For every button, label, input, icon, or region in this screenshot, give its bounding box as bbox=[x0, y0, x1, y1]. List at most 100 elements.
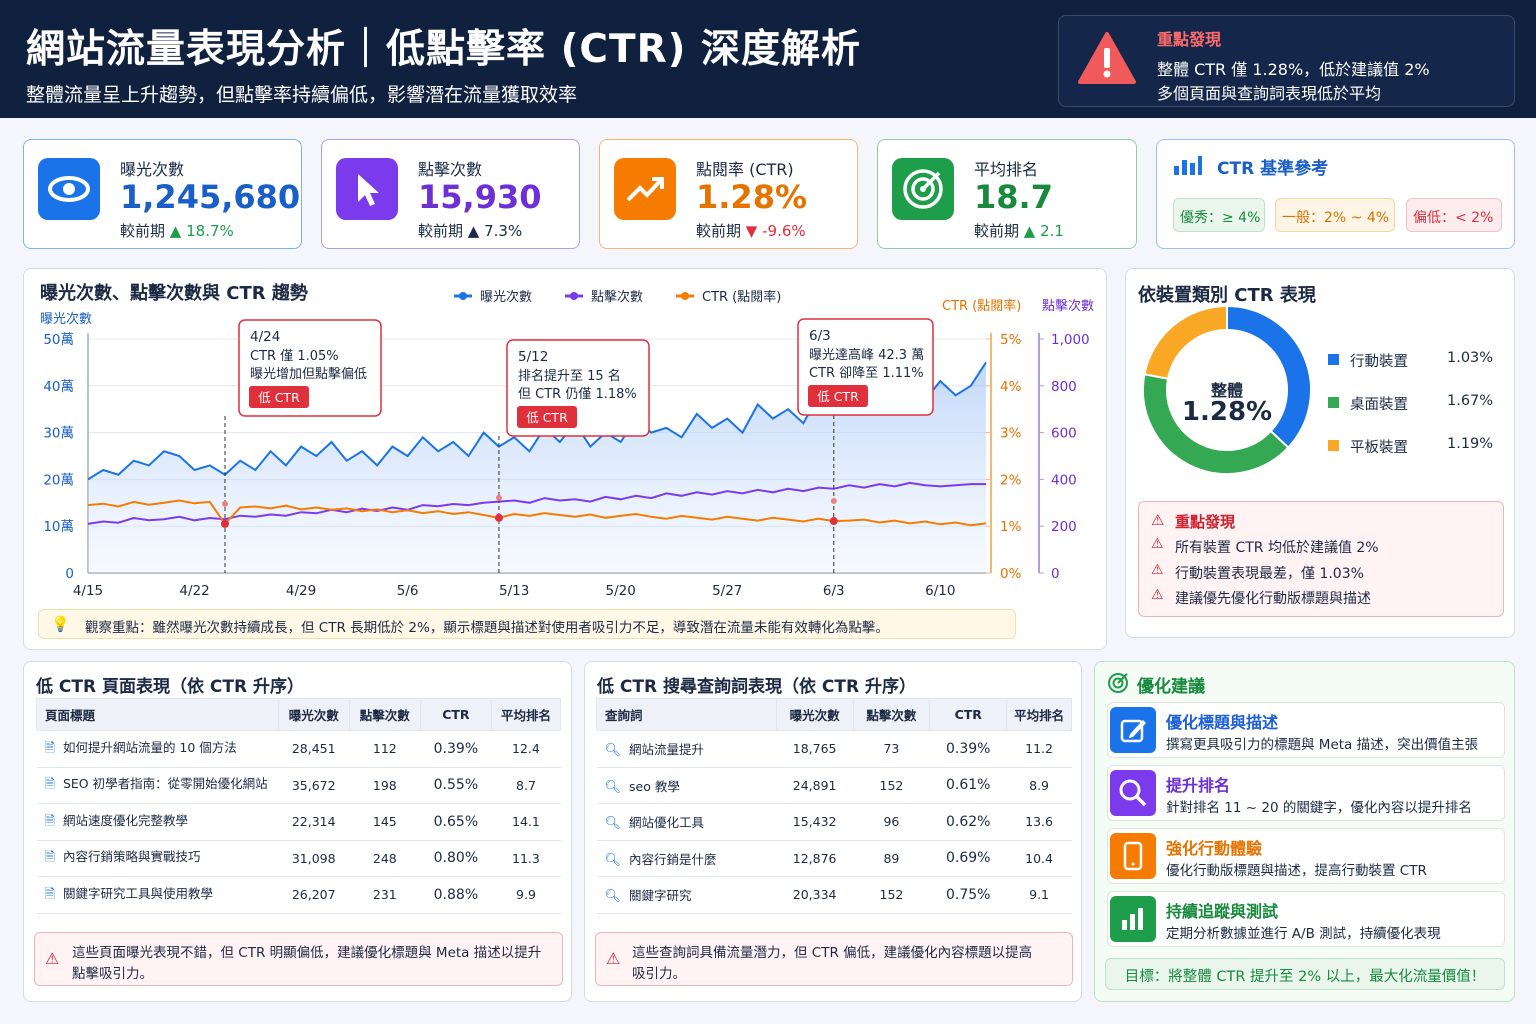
kpi-label: 點擊次數 bbox=[418, 160, 483, 179]
annotation-badge-text: 低 CTR bbox=[258, 390, 300, 405]
recommendation-title: 優化標題與描述 bbox=[1166, 713, 1279, 732]
note-text: 這些查詢詞具備流量潛力，但 CTR 偏低，建議優化內容標題以提高 bbox=[632, 945, 1033, 961]
search-icon: 🔍︎ bbox=[604, 889, 622, 905]
legend-item: 平板裝置 1.19% bbox=[1328, 435, 1498, 457]
table-row[interactable]: 🔍︎ 網站優化工具 15,432 96 0.62% 13.6 bbox=[596, 803, 1072, 841]
clicks-cell: 89 bbox=[853, 840, 930, 877]
axis-title-ctr: CTR (點閱率) bbox=[942, 298, 1021, 314]
legend-value: 1.67% bbox=[1447, 393, 1494, 409]
header-alert: 重點發現 整體 CTR 僅 1.28%，低於建議值 2% 多個頁面與查詢詞表現低… bbox=[1058, 15, 1515, 107]
target-icon bbox=[892, 158, 954, 220]
row-title-cell: 🗎 內容行銷策略與實戰技巧 bbox=[36, 840, 279, 877]
document-icon: 🗎 bbox=[44, 850, 55, 866]
legend-value: 1.19% bbox=[1447, 436, 1494, 452]
trend-note: 💡 觀察重點：雖然曝光次數持續成長，但 CTR 長期低於 2%，顯示標題與描述對… bbox=[38, 609, 1016, 639]
annotation-text: 曝光達高峰 42.3 萬 bbox=[809, 347, 924, 363]
warning-icon: ⚠ bbox=[1151, 536, 1164, 552]
kpi-card-rank: 平均排名 18.7 較前期 ▲ 2.1 bbox=[877, 139, 1137, 249]
queries-title: 低 CTR 搜尋查詢詞表現（依 CTR 升序） bbox=[597, 677, 916, 697]
y-tick-left: 0 bbox=[65, 566, 74, 582]
row-title-cell: 🔍︎ 網站流量提升 bbox=[596, 730, 777, 768]
impressions-cell: 31,098 bbox=[278, 840, 350, 877]
legend-swatch bbox=[1328, 397, 1339, 408]
ctr-cell: 0.80% bbox=[420, 840, 492, 877]
document-icon: 🗎 bbox=[44, 777, 55, 793]
alert-line: 多個頁面與查詢詞表現低於平均 bbox=[1157, 84, 1382, 103]
lightbulb-icon: 💡 bbox=[51, 615, 70, 633]
table-header-row: 查詢詞 曝光次數 點擊次數 CTR 平均排名 bbox=[596, 698, 1072, 731]
kpi-change: 較前期 ▲ 2.1 bbox=[974, 222, 1064, 240]
annotation-date: 4/24 bbox=[250, 329, 280, 345]
axis-title-clicks: 點擊次數 bbox=[1042, 298, 1094, 314]
row-title: 網站優化工具 bbox=[629, 815, 705, 831]
ctr-cell: 0.75% bbox=[929, 876, 1007, 914]
kpi-label: 平均排名 bbox=[974, 160, 1039, 179]
donut-slice bbox=[1143, 304, 1228, 380]
y-tick-left: 20萬 bbox=[43, 472, 74, 488]
bar-chart-icon bbox=[1110, 896, 1156, 942]
table-row[interactable]: 🔍︎ 關鍵字研究 20,334 152 0.75% 9.1 bbox=[596, 876, 1072, 914]
device-title: 依裝置類別 CTR 表現 bbox=[1138, 285, 1316, 306]
row-title-cell: 🗎 網站速度優化完整教學 bbox=[36, 803, 279, 841]
benchmark-mid: 一般：2% ~ 4% bbox=[1275, 198, 1395, 232]
annotation-text: CTR 僅 1.05% bbox=[250, 349, 339, 364]
recommendation-desc: 撰寫更具吸引力的標題與 Meta 描述，突出價值主張 bbox=[1166, 737, 1479, 753]
rank-cell: 14.1 bbox=[491, 803, 561, 841]
annotation-text: 但 CTR 仍僅 1.18% bbox=[518, 387, 637, 402]
pages-title: 低 CTR 頁面表現（依 CTR 升序） bbox=[36, 677, 304, 697]
page-subtitle: 整體流量呈上升趨勢，但點擊率持續偏低，影響潛在流量獲取效率 bbox=[26, 84, 578, 106]
x-tick: 6/3 bbox=[823, 583, 845, 599]
pages-panel: 低 CTR 頁面表現（依 CTR 升序） 頁面標題 曝光次數 點擊次數 CTR … bbox=[23, 661, 572, 1002]
recommendation-item: 優化標題與描述 撰寫更具吸引力的標題與 Meta 描述，突出價值主張 bbox=[1107, 702, 1505, 758]
recommendation-desc: 優化行動版標題與描述，提高行動裝置 CTR bbox=[1166, 863, 1427, 879]
legend-value: 1.03% bbox=[1447, 350, 1494, 366]
table-row[interactable]: 🗎 內容行銷策略與實戰技巧 31,098 248 0.80% 11.3 bbox=[36, 840, 561, 877]
ctr-cell: 0.62% bbox=[929, 803, 1007, 841]
table-row[interactable]: 🗎 如何提升網站流量的 10 個方法 28,451 112 0.39% 12.4 bbox=[36, 730, 561, 768]
table-row[interactable]: 🔍︎ 內容行銷是什麼 12,876 89 0.69% 10.4 bbox=[596, 840, 1072, 877]
impressions-cell: 20,334 bbox=[776, 876, 854, 914]
y-tick-left: 40萬 bbox=[43, 379, 74, 395]
clicks-line bbox=[87, 481, 986, 525]
document-icon: 🗎 bbox=[44, 740, 55, 756]
annotation-text: 曝光增加但點擊偏低 bbox=[250, 366, 367, 382]
warning-icon: ⚠ bbox=[1151, 562, 1164, 578]
table-row[interactable]: 🔍︎ seo 教學 24,891 152 0.61% 8.9 bbox=[596, 767, 1072, 804]
benchmark-low: 偏低：< 2% bbox=[1406, 198, 1502, 232]
kpi-card-clicks: 點擊次數 15,930 較前期 ▲ 7.3% bbox=[321, 139, 580, 249]
search-icon: 🔍︎ bbox=[604, 743, 622, 759]
legend-label: CTR (點閱率) bbox=[702, 289, 781, 305]
column-header: 平均排名 bbox=[490, 698, 562, 731]
cursor-icon bbox=[336, 158, 398, 220]
table-row[interactable]: 🗎 SEO 初學者指南：從零開始優化網站 35,672 198 0.55% 8.7 bbox=[36, 767, 561, 804]
x-tick: 4/15 bbox=[73, 583, 103, 599]
kpi-label: 點閱率 (CTR) bbox=[696, 160, 794, 179]
finding-item: 行動裝置表現最差，僅 1.03% bbox=[1175, 566, 1364, 582]
findings-title: 重點發現 bbox=[1175, 513, 1236, 531]
table-row[interactable]: 🔍︎ 網站流量提升 18,765 73 0.39% 11.2 bbox=[596, 730, 1072, 768]
benchmark-card: CTR 基準參考 優秀：≥ 4% 一般：2% ~ 4% 偏低：< 2% bbox=[1156, 139, 1515, 249]
column-header: 平均排名 bbox=[1006, 698, 1072, 731]
rank-cell: 9.1 bbox=[1006, 876, 1072, 914]
impressions-cell: 15,432 bbox=[776, 803, 854, 841]
table-row[interactable]: 🗎 網站速度優化完整教學 22,314 145 0.65% 14.1 bbox=[36, 803, 561, 841]
clicks-cell: 231 bbox=[349, 876, 421, 914]
y-tick-ctr: 4% bbox=[1000, 379, 1022, 395]
y-tick-ctr: 2% bbox=[1000, 472, 1022, 488]
recommendation-title: 提升排名 bbox=[1166, 776, 1231, 795]
column-header: 頁面標題 bbox=[36, 698, 279, 731]
annotation-point bbox=[494, 513, 503, 522]
table-row[interactable]: 🗎 關鍵字研究工具與使用教學 26,207 231 0.88% 9.9 bbox=[36, 876, 561, 914]
annotation-badge bbox=[249, 386, 309, 408]
queries-panel: 低 CTR 搜尋查詢詞表現（依 CTR 升序） 查詢詞 曝光次數 點擊次數 CT… bbox=[584, 661, 1082, 1002]
kpi-card-impressions: 曝光次數 1,245,680 較前期 ▲ 18.7% bbox=[23, 139, 302, 249]
ctr-cell: 0.88% bbox=[420, 876, 492, 914]
mobile-icon bbox=[1110, 833, 1156, 879]
legend-label: 平板裝置 bbox=[1350, 440, 1408, 456]
clicks-cell: 112 bbox=[349, 730, 421, 768]
annotation-point bbox=[221, 500, 228, 507]
search-icon: 🔍︎ bbox=[604, 816, 622, 832]
note-text: 這些頁面曝光表現不錯，但 CTR 明顯偏低，建議優化標題與 Meta 描述以提升 bbox=[72, 945, 542, 961]
row-title-cell: 🔍︎ 內容行銷是什麼 bbox=[596, 840, 777, 877]
impressions-cell: 24,891 bbox=[776, 767, 854, 804]
